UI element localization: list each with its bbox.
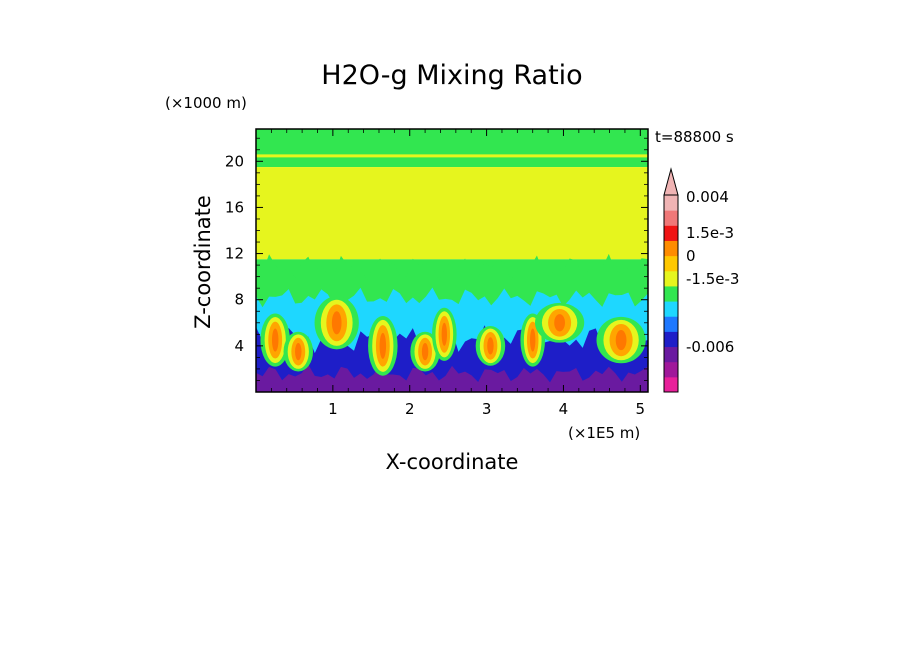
colorbar-label: -0.006 [686, 338, 734, 356]
plume-peak [441, 322, 448, 346]
plot-frame [255, 128, 649, 393]
colorbar-label: 0 [686, 247, 696, 265]
colorbar-frame [663, 194, 679, 393]
upper-green-band [256, 129, 648, 168]
purple-wave [256, 364, 648, 392]
upper-streak [256, 162, 648, 166]
colorbar-swatch [664, 210, 678, 226]
colorbar-swatch [664, 316, 678, 332]
plume-peak [379, 332, 387, 359]
colorbar-swatch [664, 301, 678, 317]
plot-area [256, 129, 648, 392]
plume-peak [487, 337, 494, 355]
time-label: t=88800 s [655, 128, 734, 146]
chart-title: H2O-g Mixing Ratio [321, 60, 582, 91]
plume-peak [331, 311, 342, 335]
x-axis: 1 2 3 4 5 [270, 129, 646, 418]
x-unit-label: (×1E5 m) [568, 424, 640, 442]
colorbar: -0.006 -1.5e-3 0 1.5e-3 0.004 [663, 167, 739, 393]
upper-streak [256, 176, 648, 180]
colorbar-swatch [664, 346, 678, 363]
colorbar-swatch [664, 270, 678, 287]
colorbar-extend-arrow [663, 167, 679, 196]
colorbar-swatch [664, 195, 678, 211]
colorbar-swatch [664, 225, 678, 241]
colorbar-swatch [664, 255, 678, 272]
plume-peak [271, 328, 279, 352]
plume-peak [421, 342, 429, 361]
colorbar-swatch [664, 285, 678, 302]
y-tick-label: 12 [225, 245, 244, 263]
plume-peak [530, 328, 536, 352]
x-tick-label: 1 [328, 400, 338, 418]
colorbar-label: -1.5e-3 [686, 270, 739, 288]
y-tick-label: 8 [234, 291, 244, 309]
x-tick-label: 5 [636, 400, 646, 418]
colorbar-label: 0.004 [686, 188, 729, 206]
plume-peak [295, 342, 302, 361]
colorbar-swatch [664, 376, 678, 393]
colorbar-swatch [664, 240, 678, 257]
upper-yellow-layer [256, 167, 648, 260]
y-axis-label: Z-coordinate [191, 195, 215, 329]
x-axis-label: X-coordinate [386, 450, 519, 474]
plume-peak [615, 329, 627, 351]
y-tick-label: 20 [225, 152, 244, 170]
y-tick-label: 4 [234, 337, 244, 355]
y-tick-label: 16 [225, 198, 244, 216]
colorbar-swatch [664, 361, 678, 378]
y-axis: 4 8 12 16 20 [225, 137, 648, 381]
x-tick-label: 4 [559, 400, 569, 418]
x-tick-label: 2 [405, 400, 415, 418]
colorbar-label: 1.5e-3 [686, 224, 734, 242]
x-tick-label: 3 [482, 400, 492, 418]
plume-peak [554, 314, 565, 332]
upper-streak [256, 154, 648, 158]
colorbar-swatch [664, 331, 678, 348]
y-unit-label: (×1000 m) [165, 94, 247, 112]
